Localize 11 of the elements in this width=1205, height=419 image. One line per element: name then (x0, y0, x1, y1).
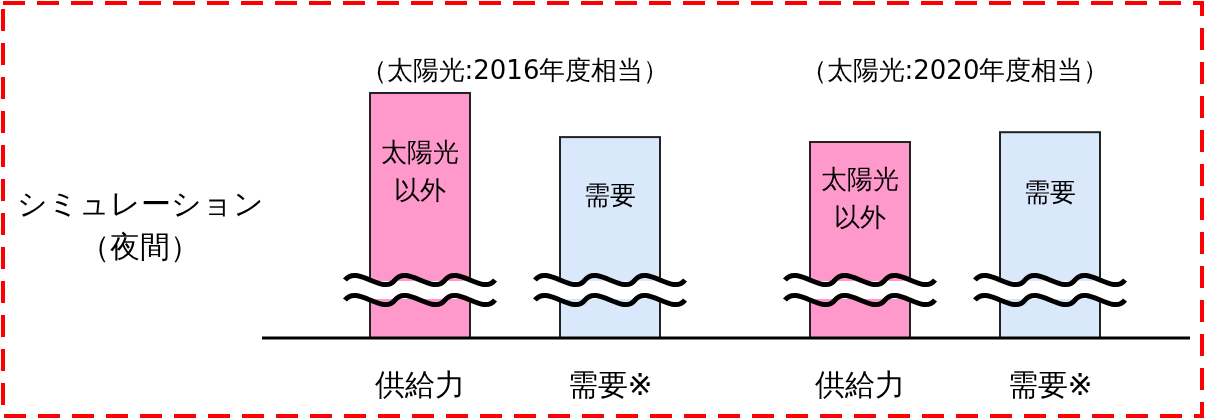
text: 太陽光以外 (821, 164, 899, 232)
text: 需要 (1024, 177, 1076, 208)
x-tick-label: 需要※ (1007, 365, 1093, 404)
x-tick-label: 供給力 (375, 365, 465, 404)
series-label: 需要 (583, 179, 637, 212)
text: （太陽光:2016年度相当） (360, 53, 670, 87)
x-tick-label: 供給力 (815, 365, 905, 404)
series-label: 太陽光以外 (380, 136, 460, 207)
text: （太陽光:2020年度相当） (800, 53, 1110, 87)
x-tick-label: 需要※ (567, 365, 653, 404)
y-axis-title: シミュレーション（夜間） (15, 184, 265, 266)
